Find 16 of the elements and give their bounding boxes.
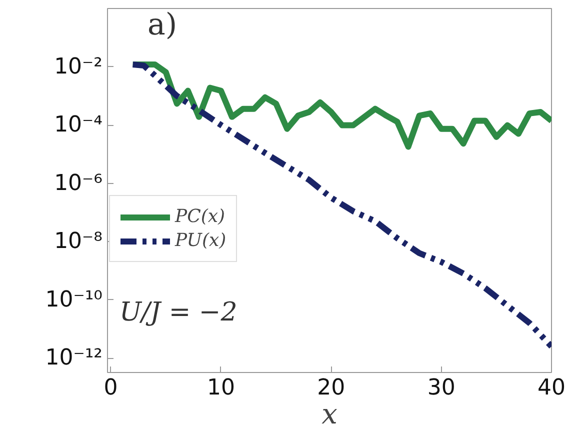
x-tick-label: 0 (104, 376, 118, 400)
x-tick-label: 30 (427, 376, 456, 400)
x-tick-label: 40 (538, 376, 566, 400)
annotation: a) (148, 8, 178, 42)
legend-label: PU(x) (175, 230, 226, 251)
x-tick-label: 10 (206, 376, 235, 400)
y-tick-label: 10⁻⁸ (54, 229, 103, 254)
x-axis-title: x (322, 398, 338, 430)
y-tick-label: 10⁻¹⁰ (45, 287, 103, 312)
y-tick-label: 10⁻² (54, 54, 103, 80)
y-tick-label: 10⁻¹² (45, 346, 103, 371)
x-tick-label: 20 (317, 376, 346, 400)
y-tick-label: 10⁻⁶ (54, 170, 103, 196)
legend-label: PC(x) (175, 206, 226, 227)
y-tick-label: 10⁻⁴ (54, 112, 103, 138)
annotation: U/J = −2 (120, 298, 238, 328)
